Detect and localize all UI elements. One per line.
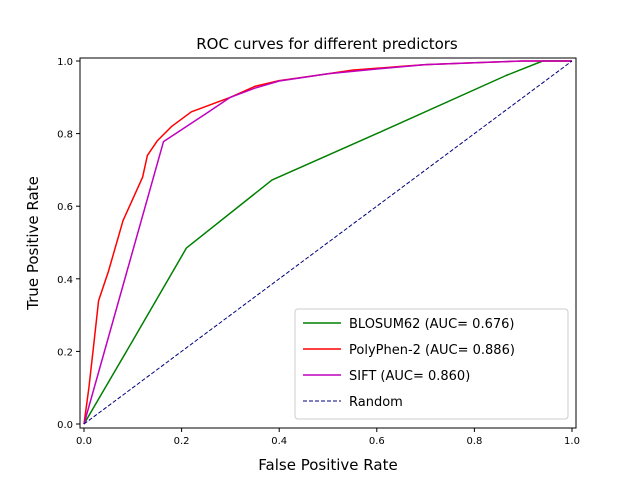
x-tick-label: 0.4 <box>271 436 287 447</box>
legend: BLOSUM62 (AUC= 0.676) PolyPhen-2 (AUC= 0.… <box>294 308 569 420</box>
series-line-3 <box>83 60 573 425</box>
y-tick-label: 0.8 <box>57 130 73 141</box>
legend-label-1: PolyPhen-2 (AUC= 0.886) <box>349 343 515 358</box>
y-axis-ticks: 0.0 0.2 0.4 0.6 0.8 1.0 <box>57 57 80 431</box>
legend-label-3: Random <box>349 395 403 410</box>
plot-frame <box>79 57 577 429</box>
x-axis-title: False Positive Rate <box>258 456 397 474</box>
x-tick-label: 0.0 <box>76 436 92 447</box>
x-tick-label: 0.6 <box>369 436 385 447</box>
x-axis-ticks: 0.0 0.2 0.4 0.6 0.8 1.0 <box>76 428 580 447</box>
legend-label-0: BLOSUM62 (AUC= 0.676) <box>349 317 514 332</box>
y-tick-label: 0.4 <box>57 275 73 286</box>
series-line-2 <box>83 60 572 425</box>
x-tick-label: 0.2 <box>174 436 190 447</box>
y-tick-label: 0.6 <box>57 202 73 213</box>
series-layer <box>83 60 573 425</box>
chart-title: ROC curves for different predictors <box>196 35 458 53</box>
x-tick-label: 1.0 <box>564 436 580 447</box>
y-tick-label: 1.0 <box>57 57 73 68</box>
x-tick-label: 0.8 <box>466 436 482 447</box>
y-axis-title: True Positive Rate <box>24 176 42 311</box>
plot-area <box>79 57 577 429</box>
y-tick-label: 0.0 <box>57 420 73 431</box>
legend-label-2: SIFT (AUC= 0.860) <box>349 369 470 384</box>
series-line-0 <box>83 60 572 425</box>
legend-box <box>294 308 569 420</box>
y-tick-label: 0.2 <box>57 347 73 358</box>
